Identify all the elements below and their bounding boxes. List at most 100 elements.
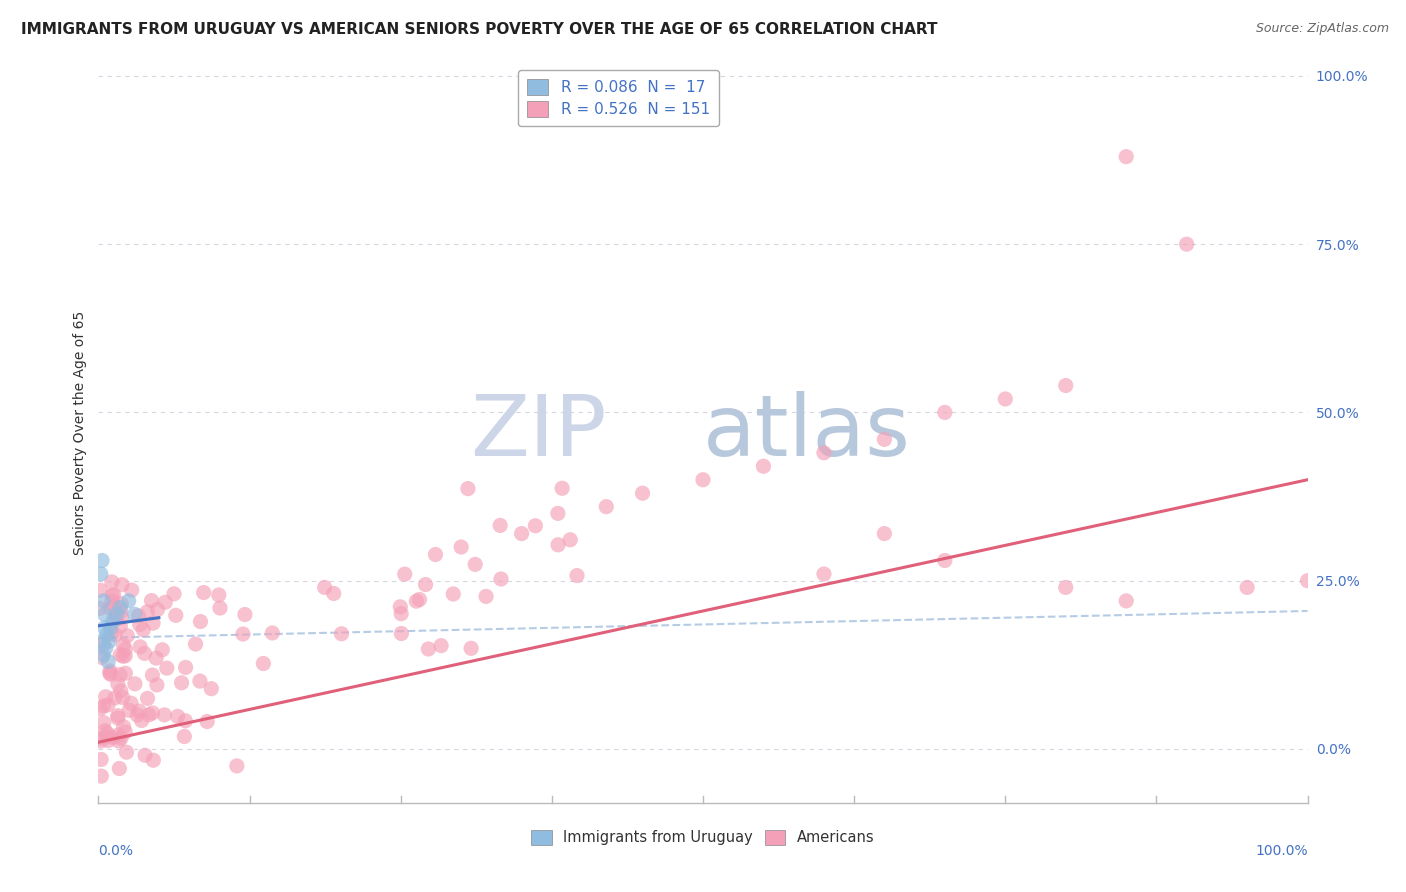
Point — [418, 642, 440, 657]
Point — [141, 593, 163, 607]
Point — [813, 446, 835, 460]
Point — [124, 677, 146, 691]
Point — [112, 638, 135, 652]
Point — [195, 714, 218, 729]
Point — [118, 594, 141, 608]
Point — [547, 507, 569, 521]
Point — [170, 675, 193, 690]
Point — [146, 602, 169, 616]
Point — [98, 666, 121, 681]
Point — [193, 585, 215, 599]
Point — [156, 661, 179, 675]
Point — [98, 634, 121, 648]
Point — [1054, 378, 1077, 392]
Point — [134, 748, 156, 763]
Point — [89, 601, 111, 615]
Point — [934, 553, 956, 567]
Point — [108, 667, 131, 681]
Point — [114, 648, 136, 663]
Point — [132, 623, 155, 637]
Point — [120, 696, 142, 710]
Point — [98, 664, 121, 678]
Point — [110, 619, 132, 633]
Point — [142, 616, 165, 631]
Text: 0.0%: 0.0% — [98, 845, 134, 858]
Point — [110, 605, 132, 619]
Point — [96, 730, 118, 744]
Point — [110, 610, 132, 624]
Point — [94, 640, 117, 655]
Point — [475, 590, 498, 604]
Point — [560, 533, 582, 547]
Point — [96, 627, 118, 641]
Point — [101, 731, 124, 745]
Point — [104, 628, 127, 642]
Legend: Immigrants from Uruguay, Americans: Immigrants from Uruguay, Americans — [526, 824, 880, 851]
Point — [190, 615, 212, 629]
Point — [110, 731, 132, 746]
Point — [111, 690, 134, 705]
Point — [408, 592, 430, 607]
Text: ZIP: ZIP — [470, 391, 606, 475]
Point — [104, 690, 127, 705]
Point — [155, 595, 177, 609]
Point — [489, 518, 512, 533]
Point — [112, 720, 135, 734]
Point — [104, 607, 127, 621]
Point — [184, 637, 207, 651]
Point — [103, 588, 125, 602]
Point — [114, 725, 136, 739]
Point — [1054, 581, 1077, 595]
Point — [89, 731, 111, 746]
Point — [146, 678, 169, 692]
Point — [405, 594, 427, 608]
Point — [129, 640, 152, 654]
Point — [389, 607, 412, 621]
Point — [114, 666, 136, 681]
Point — [510, 526, 533, 541]
Point — [166, 709, 188, 723]
Point — [322, 586, 344, 600]
Point — [101, 588, 124, 602]
Point — [90, 650, 112, 665]
Point — [94, 690, 117, 704]
Point — [96, 726, 118, 740]
Point — [460, 641, 482, 656]
Point — [101, 574, 124, 589]
Point — [108, 762, 131, 776]
Point — [93, 715, 115, 730]
Point — [107, 677, 129, 691]
Point — [118, 703, 141, 717]
Point — [110, 684, 132, 698]
Point — [232, 627, 254, 641]
Point — [93, 699, 115, 714]
Point — [90, 752, 112, 766]
Point — [631, 486, 654, 500]
Point — [101, 594, 124, 608]
Point — [90, 566, 112, 581]
Y-axis label: Seniors Poverty Over the Age of 65: Seniors Poverty Over the Age of 65 — [73, 310, 87, 555]
Point — [262, 626, 284, 640]
Point — [1236, 581, 1258, 595]
Point — [128, 608, 150, 623]
Point — [595, 500, 617, 514]
Point — [252, 657, 274, 671]
Point — [524, 518, 547, 533]
Point — [93, 607, 115, 622]
Point — [134, 647, 156, 661]
Text: Source: ZipAtlas.com: Source: ZipAtlas.com — [1256, 22, 1389, 36]
Text: 100.0%: 100.0% — [1256, 845, 1308, 858]
Point — [108, 600, 131, 615]
Point — [188, 674, 211, 689]
Point — [547, 538, 569, 552]
Point — [145, 651, 167, 665]
Point — [91, 648, 114, 662]
Point — [110, 597, 132, 611]
Point — [110, 648, 132, 662]
Point — [174, 660, 197, 674]
Point — [89, 702, 111, 716]
Point — [107, 728, 129, 742]
Point — [1115, 150, 1137, 164]
Point — [98, 601, 121, 615]
Point — [91, 553, 114, 567]
